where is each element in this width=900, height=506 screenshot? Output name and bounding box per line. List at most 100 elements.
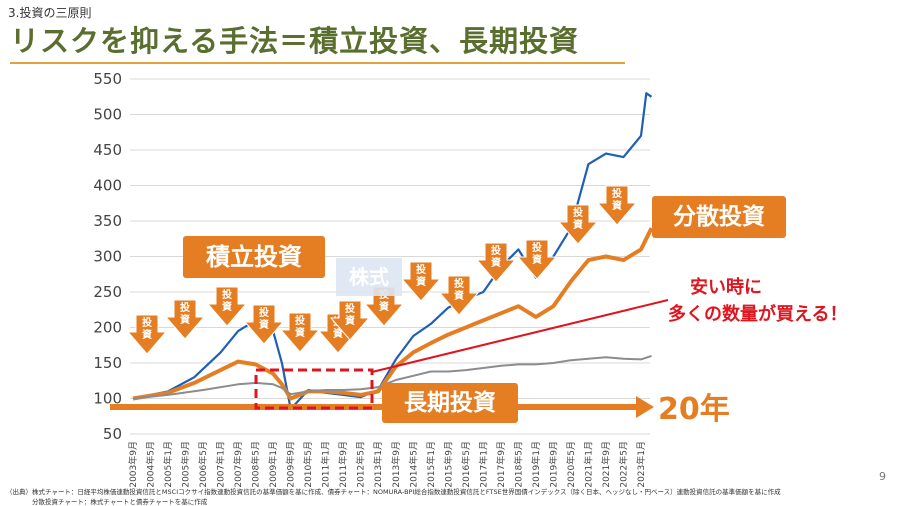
stock-label: 株式 [336,258,402,296]
investment-arrow: 投資 [438,275,480,316]
y-tick-label: 500 [93,106,122,124]
investment-arrow-shape [126,314,168,355]
investment-arrow-shape [206,286,248,327]
x-tick-label: 2013年1月 [372,441,384,488]
x-tick-label: 2012年5月 [355,441,367,488]
y-tick-label: 250 [93,283,122,301]
y-tick-label: 200 [93,319,122,337]
footer-source-2: 分散投資チャート：株式チャートと債券チャートを基に作成 [32,498,208,506]
investment-arrow-label: 資 [454,289,464,302]
investment-arrow-shape [596,185,638,226]
investment-arrow-label: 資 [142,328,152,341]
x-tick-label: 2018年5月 [512,441,524,488]
y-tick-label: 100 [93,390,122,408]
investment-arrow-label: 投 [295,314,305,327]
page-title: リスクを抑える手法＝積立投資、長期投資 [10,24,580,58]
x-tick-label: 2022年5月 [617,441,629,488]
investment-arrow: 投資 [596,185,638,226]
investment-arrow-label: 投 [454,277,464,290]
investment-arrow-label: 資 [379,300,389,313]
x-tick-label: 2017年1月 [477,441,489,488]
investment-arrow-label: 投 [416,263,426,276]
page-number: 9 [879,470,886,483]
crash-period-box [254,368,374,410]
investment-arrow-shape [164,299,206,340]
investment-arrow: 投資 [516,239,558,280]
investment-arrow-label: 資 [295,326,305,339]
x-tick-label: 2007年1月 [215,441,227,488]
investment-arrow: 投資 [164,299,206,340]
investment-arrow-label: 投 [142,316,152,329]
x-tick-label: 2004年5月 [145,441,157,488]
note-line-1: 安い時に [690,277,762,298]
y-tick-label: 400 [93,177,122,195]
series-line-bond [132,354,652,400]
x-tick-label: 2006年5月 [197,441,209,488]
bunsan-label: 分散投資 [652,196,786,238]
x-tick-label: 2015年1月 [425,441,437,488]
investment-arrow-shape [516,239,558,280]
investment-arrow-label: 資 [259,318,269,331]
y-tick-label: 450 [93,141,122,159]
investment-arrow-shape [557,204,599,245]
investment-arrow-label: 資 [345,314,355,327]
x-tick-label: 2011年1月 [320,441,332,488]
investment-arrow: 投資 [243,304,285,345]
x-tick-label: 2007年9月 [232,441,244,488]
investment-arrow: 投資 [400,261,442,302]
note-line-2: 多くの数量が買える！ [668,304,848,325]
investment-arrow-shape [400,261,442,302]
investment-arrow-label: 資 [416,275,426,288]
x-tick-label: 2003年9月 [127,441,139,488]
footer-source-1: （出典）株式チャート：日経平均株価連動投資信託とMSCIコクサイ指数連動投資信託… [6,488,781,496]
y-tick-label: 50 [103,425,122,443]
x-tick-label: 2009年1月 [267,441,279,488]
x-tick-label: 2005年1月 [162,441,174,488]
long-term-arrow-head [636,396,654,418]
investment-arrow-label: 投 [532,241,542,254]
investment-arrow: 投資 [126,314,168,355]
investment-arrow-label: 投 [612,187,622,200]
y-tick-label: 300 [93,248,122,266]
investment-arrow-shape [279,312,321,353]
twenty-years-label: 20年 [658,392,730,427]
investment-arrow-label: 投 [345,302,355,315]
tsumitate-label: 積立投資 [183,236,325,278]
title-underline [10,62,625,64]
series-line-diversified [132,227,654,401]
x-tick-label: 2011年9月 [337,441,349,488]
investment-arrow: 投資 [279,312,321,353]
investment-arrow-label: 資 [180,313,190,326]
x-tick-label: 2020年5月 [565,441,577,488]
x-tick-label: 2016年5月 [460,441,472,488]
note-pointer-line [371,299,669,373]
investment-arrow-shape [243,304,285,345]
choki-label: 長期投資 [382,383,518,423]
investment-arrow: 投資 [557,204,599,245]
investment-arrow-shape [329,300,371,341]
x-tick-label: 2008年5月 [250,441,262,488]
investment-arrow: 投資 [329,300,371,341]
x-tick-label: 2010年5月 [302,441,314,488]
investment-arrow-label: 投 [491,244,501,257]
investment-arrow: 投資 [206,286,248,327]
x-tick-label: 2021年9月 [600,441,612,488]
investment-arrow-label: 投 [573,206,583,219]
y-tick-label: 350 [93,212,122,230]
y-tick-label: 550 [93,70,122,88]
x-tick-label: 2023年1月 [635,441,647,488]
investment-arrow-label: 資 [532,253,542,266]
investment-arrow-label: 資 [612,199,622,212]
x-tick-label: 2019年1月 [530,441,542,488]
x-tick-label: 2019年9月 [547,441,559,488]
investment-arrow-shape [438,275,480,316]
x-tick-label: 2021年1月 [582,441,594,488]
investment-arrow-label: 投 [180,301,190,314]
investment-arrow-label: 資 [333,327,343,340]
x-tick-label: 2014年5月 [407,441,419,488]
investment-arrow-shape [475,242,517,283]
section-label: 3.投資の三原則 [8,6,92,20]
investment-arrow-label: 資 [573,218,583,231]
x-tick-label: 2009年9月 [285,441,297,488]
